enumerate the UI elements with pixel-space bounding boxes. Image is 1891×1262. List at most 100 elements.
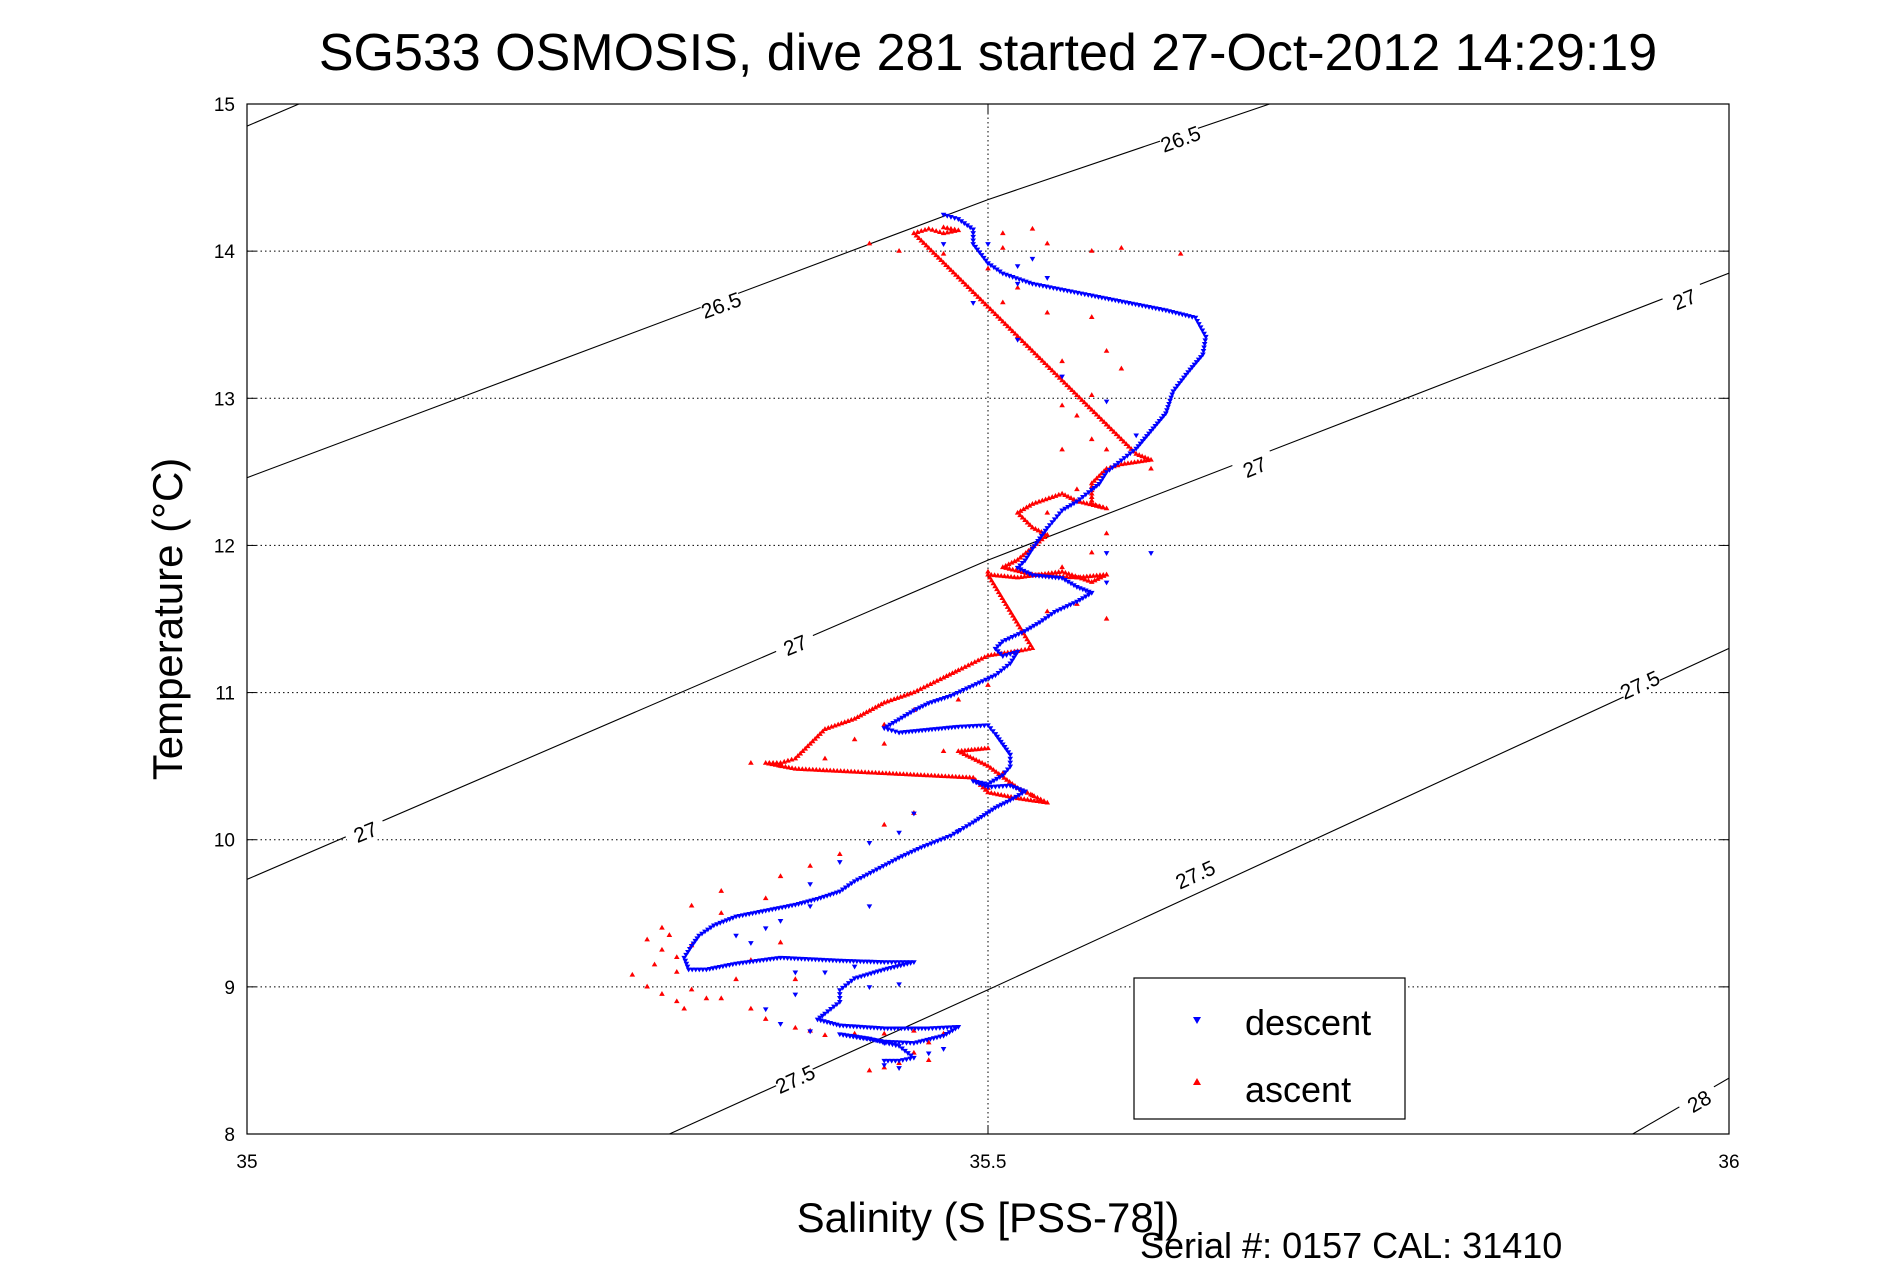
ascent-point (1004, 776, 1010, 782)
descent-point (1000, 742, 1006, 748)
x-axis-label: Salinity (S [PSS-78]) (797, 1194, 1180, 1241)
ascent-point (949, 670, 956, 676)
ascent-point (1069, 387, 1075, 393)
descent-point (934, 838, 941, 844)
descent-point (1000, 784, 1006, 789)
descent-point (848, 978, 855, 984)
ascent-point (781, 758, 788, 764)
descent-point (1187, 367, 1193, 373)
descent-point (1042, 528, 1049, 534)
descent-point (958, 219, 965, 225)
contour-label-background (771, 1059, 819, 1098)
contour-label-background (771, 625, 819, 664)
descent-point (940, 242, 947, 247)
ascent-point (1049, 570, 1055, 575)
ascent-point (897, 693, 904, 699)
descent-point (854, 877, 861, 883)
descent-point (1201, 331, 1207, 337)
contour-label-background (1171, 854, 1219, 894)
descent-point (1071, 583, 1077, 589)
descent-point (845, 883, 852, 889)
descent-point (985, 242, 991, 247)
descent-point (807, 1029, 813, 1035)
descent-point (1033, 541, 1039, 547)
ascent-point (1088, 392, 1095, 397)
descent-point (994, 267, 1000, 273)
ascent-point (955, 696, 962, 702)
descent-point (1019, 630, 1025, 636)
ascent-point (1063, 573, 1070, 579)
ascent-point (924, 682, 930, 688)
ascent-point (911, 771, 917, 777)
descent-point (726, 917, 733, 922)
descent-point (1067, 602, 1074, 608)
descent-point (962, 724, 969, 730)
ascent-point (1041, 534, 1048, 540)
descent-point (710, 966, 716, 972)
descent-point (1000, 773, 1006, 779)
descent-point (976, 250, 983, 256)
descent-point (990, 729, 996, 735)
legend-ascent-label: ascent (1245, 1069, 1351, 1110)
ascent-point (888, 697, 894, 703)
ascent-point (785, 757, 791, 763)
y-tick-label: 9 (224, 978, 235, 999)
descent-point (1037, 620, 1043, 626)
ascent-point (1037, 355, 1043, 361)
ascent-point (777, 873, 784, 879)
descent-point (946, 1030, 953, 1036)
density-contour-27 (247, 272, 1729, 880)
ascent-point (782, 763, 789, 769)
descent-point (985, 723, 991, 729)
ascent-point (980, 784, 986, 790)
descent-point (1004, 663, 1011, 669)
ascent-point (1020, 506, 1027, 512)
ascent-point (1006, 778, 1013, 784)
descent-point (970, 238, 976, 244)
ascent-point (928, 247, 934, 253)
ascent-point (925, 1039, 932, 1045)
descent-point (1001, 745, 1008, 750)
ascent-point (949, 773, 956, 779)
descent-point (983, 677, 989, 683)
grid-lines (247, 104, 1729, 1134)
ascent-point (817, 731, 823, 736)
ascent-point (1028, 797, 1034, 803)
ascent-point (688, 902, 695, 908)
descent-point (902, 852, 909, 858)
ascent-point (985, 265, 991, 271)
ascent-point (1059, 402, 1065, 408)
ascent-point (823, 767, 830, 773)
ascent-point (997, 316, 1004, 321)
descent-point (951, 831, 957, 837)
ascent-point (928, 772, 935, 778)
descent-point (861, 874, 867, 880)
descent-point (884, 724, 891, 730)
ascent-point (967, 286, 974, 292)
descent-point (1022, 629, 1028, 634)
descent-point (911, 1041, 917, 1046)
ascent-point (1068, 495, 1074, 500)
descent-point (1034, 622, 1040, 627)
ascent-point (866, 240, 873, 246)
descent-point (1135, 444, 1142, 449)
descent-point (922, 702, 929, 708)
descent-point (955, 829, 962, 835)
descent-point (1139, 439, 1146, 444)
y-tick-label: 10 (214, 831, 235, 852)
descent-point (1024, 555, 1030, 561)
descent-point (692, 938, 699, 944)
ascent-point (930, 249, 937, 255)
ascent-point (991, 651, 998, 657)
ascent-point (1024, 789, 1031, 795)
ascent-point (964, 752, 971, 758)
ascent-point (940, 674, 947, 680)
descent-point (1083, 594, 1089, 600)
ascent-point (822, 1032, 828, 1038)
ascent-point (863, 709, 870, 715)
descent-point (1001, 801, 1008, 807)
descent-point (870, 869, 877, 875)
ascent-point (911, 230, 917, 236)
descent-point (733, 933, 739, 939)
ascent-point (1032, 499, 1039, 505)
